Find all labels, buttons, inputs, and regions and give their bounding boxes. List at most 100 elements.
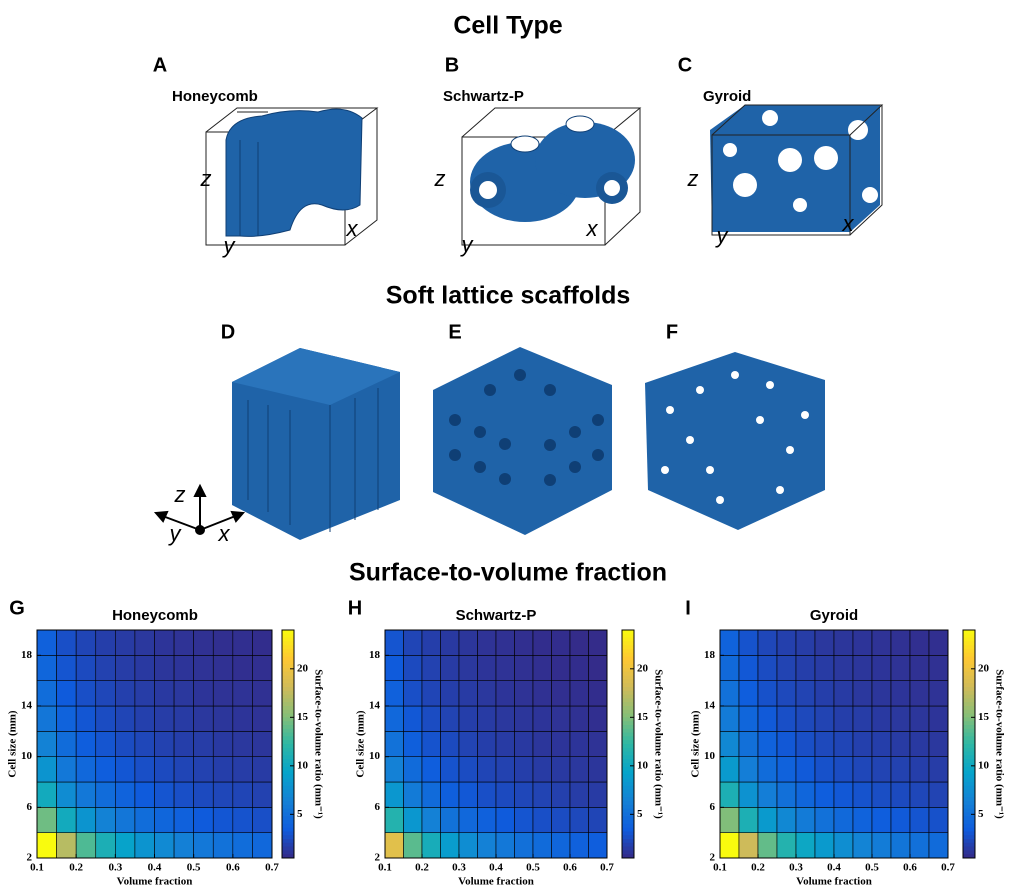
- heatmap-cell: [834, 630, 853, 655]
- heatmap-cell: [385, 681, 404, 706]
- heatmap-cell: [76, 807, 96, 832]
- x-tick-label: 0.6: [226, 862, 240, 874]
- heatmap-cell: [422, 833, 441, 858]
- heatmap-cell: [853, 706, 872, 731]
- panel-letter: C: [678, 54, 692, 76]
- heatmap-cell: [422, 782, 441, 807]
- heatmap-cell: [552, 681, 571, 706]
- colorbar-step: [963, 744, 975, 748]
- colorbar-step: [622, 755, 634, 759]
- heatmap-cell: [155, 782, 175, 807]
- colorbar-step: [622, 736, 634, 740]
- heatmap-cell: [891, 833, 910, 858]
- heatmap-cell: [720, 655, 739, 680]
- colorbar-tick-label: 20: [297, 662, 309, 674]
- heatmap-cell: [929, 833, 948, 858]
- colorbar-step: [282, 710, 294, 714]
- colorbar-step: [282, 702, 294, 706]
- heatmap-cell: [213, 630, 233, 655]
- heatmap-cell: [720, 833, 739, 858]
- colorbar-step: [963, 695, 975, 699]
- heatmap-cell: [174, 731, 194, 756]
- colorbar-step: [622, 786, 634, 790]
- heatmap-cell: [834, 757, 853, 782]
- colorbar-step: [622, 771, 634, 775]
- x-axis-label: Volume fraction: [458, 876, 534, 888]
- colorbar-step: [622, 847, 634, 851]
- heatmap-cell: [459, 782, 478, 807]
- colorbar-step: [963, 698, 975, 702]
- heatmap-cell: [570, 757, 589, 782]
- heatmap-cell: [213, 731, 233, 756]
- heatmap-cell: [441, 630, 460, 655]
- x-tick-label: 0.5: [865, 862, 879, 874]
- panel-letter: B: [445, 54, 459, 76]
- heatmap-cell: [777, 833, 796, 858]
- colorbar-step: [282, 630, 294, 634]
- heatmap-cell: [720, 731, 739, 756]
- heatmap-cell: [385, 807, 404, 832]
- colorbar-step: [282, 793, 294, 797]
- heatmap-cell: [891, 681, 910, 706]
- heatmap-cell: [422, 757, 441, 782]
- colorbar-tick-label: 10: [297, 759, 309, 771]
- y-tick-label: 2: [710, 852, 716, 864]
- colorbar-step: [622, 763, 634, 767]
- colorbar-tick-label: 15: [978, 711, 990, 723]
- heatmap-cell: [76, 681, 96, 706]
- heatmap-cell: [758, 757, 777, 782]
- heatmap-cell: [872, 731, 891, 756]
- heatmap-cell: [796, 706, 815, 731]
- colorbar-step: [282, 771, 294, 775]
- heatmap-cell: [589, 655, 608, 680]
- colorbar-step: [282, 752, 294, 756]
- colorbar-tick-label: 5: [978, 808, 984, 820]
- colorbar-step: [963, 801, 975, 805]
- colorbar-step: [622, 683, 634, 687]
- heatmap-cell: [459, 757, 478, 782]
- colorbar-tick-label: 10: [978, 759, 990, 771]
- colorbar-step: [622, 706, 634, 710]
- heatmap-cell: [115, 757, 135, 782]
- section-title: Soft lattice scaffolds: [386, 282, 631, 310]
- colorbar-step: [622, 759, 634, 763]
- colorbar-step: [622, 843, 634, 847]
- heatmap-cell: [233, 833, 253, 858]
- heatmap-cell: [233, 706, 253, 731]
- heatmap-cell: [213, 807, 233, 832]
- colorbar-tick-label: 15: [297, 711, 309, 723]
- heatmap-cell: [76, 706, 96, 731]
- heatmap-cell: [135, 731, 155, 756]
- colorbar-step: [963, 847, 975, 851]
- heatmap-cell: [589, 833, 608, 858]
- x-tick-label: 0.1: [713, 862, 727, 874]
- colorbar-step: [622, 831, 634, 835]
- heatmap-cell: [570, 782, 589, 807]
- y-tick-label: 10: [21, 750, 33, 762]
- heatmap-cell: [174, 706, 194, 731]
- heatmap-cell: [57, 630, 77, 655]
- heatmap-cell: [758, 782, 777, 807]
- heatmap-cell: [213, 706, 233, 731]
- colorbar-step: [282, 683, 294, 687]
- heatmap-cell: [796, 782, 815, 807]
- colorbar-step: [282, 679, 294, 683]
- heatmap-cell: [194, 757, 214, 782]
- heatmap-cell: [570, 731, 589, 756]
- colorbar-step: [622, 793, 634, 797]
- heatmap-cell: [834, 807, 853, 832]
- colorbar-step: [282, 744, 294, 748]
- heatmap-cell: [57, 833, 77, 858]
- colorbar-step: [963, 809, 975, 813]
- y-tick-label: 6: [710, 801, 716, 813]
- heatmap-cell: [815, 807, 834, 832]
- colorbar-step: [622, 638, 634, 642]
- heatmap-cell: [441, 655, 460, 680]
- colorbar-step: [963, 638, 975, 642]
- axis-letter: z: [434, 166, 446, 191]
- x-tick-label: 0.5: [526, 862, 540, 874]
- axis-letter: x: [218, 521, 231, 546]
- heatmap-cell: [739, 833, 758, 858]
- heatmap-cell: [929, 782, 948, 807]
- colorbar-step: [622, 710, 634, 714]
